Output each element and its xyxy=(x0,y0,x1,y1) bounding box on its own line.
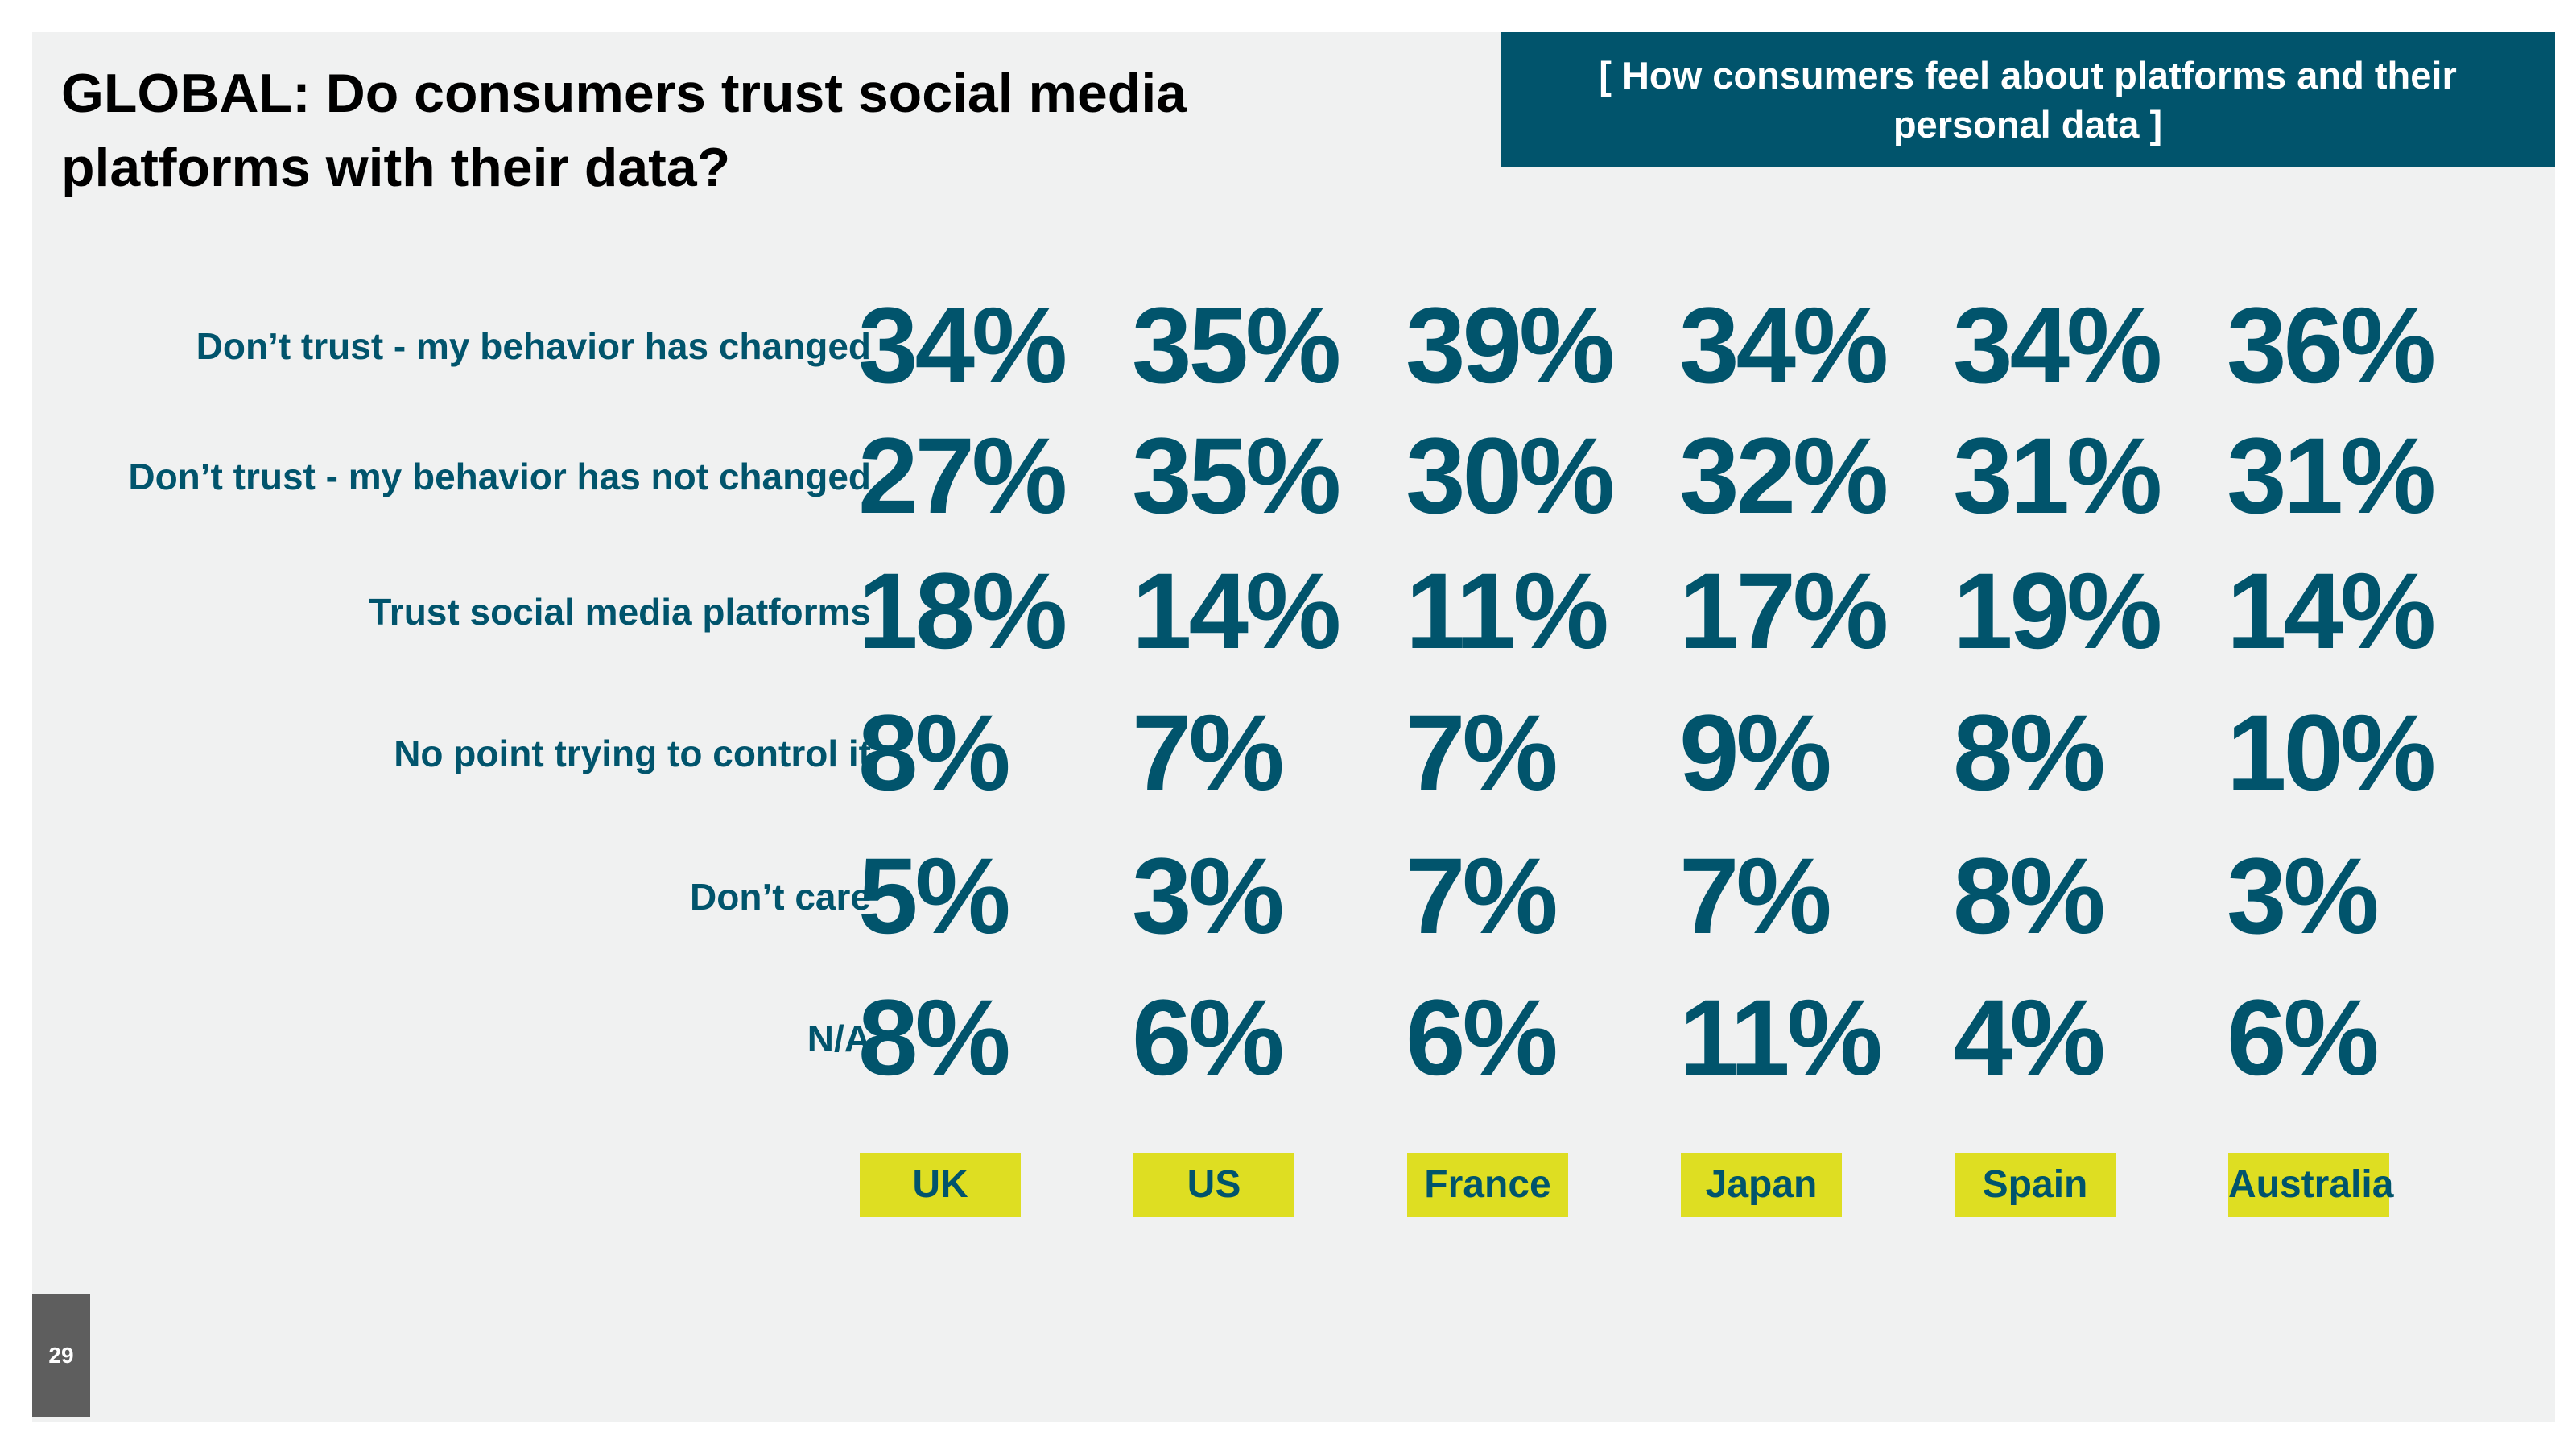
row-label: No point trying to control it xyxy=(394,733,871,774)
value-cell: 19% xyxy=(1953,551,2162,671)
country-label: UK xyxy=(860,1153,1021,1217)
value-cell: 4% xyxy=(1953,978,2106,1098)
value-cell: 11% xyxy=(1679,978,1883,1098)
value-cell: 8% xyxy=(1953,836,2106,956)
value-cell: 8% xyxy=(1953,693,2106,813)
row-label: Don’t trust - my behavior has not change… xyxy=(128,456,871,497)
value-cell: 7% xyxy=(1406,836,1558,956)
value-cell: 8% xyxy=(858,978,1011,1098)
value-cell: 34% xyxy=(1953,286,2162,406)
value-cell: 6% xyxy=(1132,978,1285,1098)
country-label: France xyxy=(1407,1153,1568,1217)
value-cell: 34% xyxy=(858,286,1067,406)
value-cell: 8% xyxy=(858,693,1011,813)
page-number: 29 xyxy=(32,1294,90,1417)
row-label: N/A xyxy=(807,1018,871,1059)
country-label: US xyxy=(1133,1153,1294,1217)
value-cell: 10% xyxy=(2227,693,2436,813)
value-cell: 17% xyxy=(1679,551,1889,671)
country-label: Japan xyxy=(1681,1153,1842,1217)
value-cell: 14% xyxy=(1132,551,1341,671)
country-label: Australia xyxy=(2228,1153,2393,1217)
value-cell: 3% xyxy=(1132,836,1285,956)
value-cell: 6% xyxy=(1406,978,1558,1098)
value-cell: 18% xyxy=(858,551,1067,671)
value-cell: 32% xyxy=(1679,416,1889,536)
row-label: Trust social media platforms xyxy=(369,591,871,633)
value-cell: 27% xyxy=(858,416,1067,536)
value-cell: 31% xyxy=(2227,416,2436,536)
value-cell: 36% xyxy=(2227,286,2436,406)
value-cell: 31% xyxy=(1953,416,2162,536)
value-cell: 14% xyxy=(2227,551,2436,671)
slide: GLOBAL: Do consumers trust social media … xyxy=(32,32,2555,1422)
row-label: Don’t trust - my behavior has changed xyxy=(196,325,871,367)
row-label: Don’t care xyxy=(690,876,871,918)
value-cell: 9% xyxy=(1679,693,1832,813)
section-banner: [ How consumers feel about platforms and… xyxy=(1501,32,2555,167)
value-cell: 7% xyxy=(1679,836,1832,956)
value-cell: 30% xyxy=(1406,416,1615,536)
value-cell: 5% xyxy=(858,836,1011,956)
value-cell: 7% xyxy=(1406,693,1558,813)
value-cell: 7% xyxy=(1132,693,1285,813)
value-cell: 6% xyxy=(2227,978,2380,1098)
trust-table: Don’t trust - my behavior has changed 34%… xyxy=(32,32,2555,1422)
country-label: Spain xyxy=(1955,1153,2116,1217)
value-cell: 35% xyxy=(1132,286,1341,406)
section-banner-text: [ How consumers feel about platforms and… xyxy=(1599,54,2457,146)
page-title: GLOBAL: Do consumers trust social media … xyxy=(61,63,1187,198)
value-cell: 34% xyxy=(1679,286,1889,406)
value-cell: 39% xyxy=(1406,286,1615,406)
value-cell: 3% xyxy=(2227,836,2380,956)
value-cell: 35% xyxy=(1132,416,1341,536)
value-cell: 11% xyxy=(1406,551,1609,671)
